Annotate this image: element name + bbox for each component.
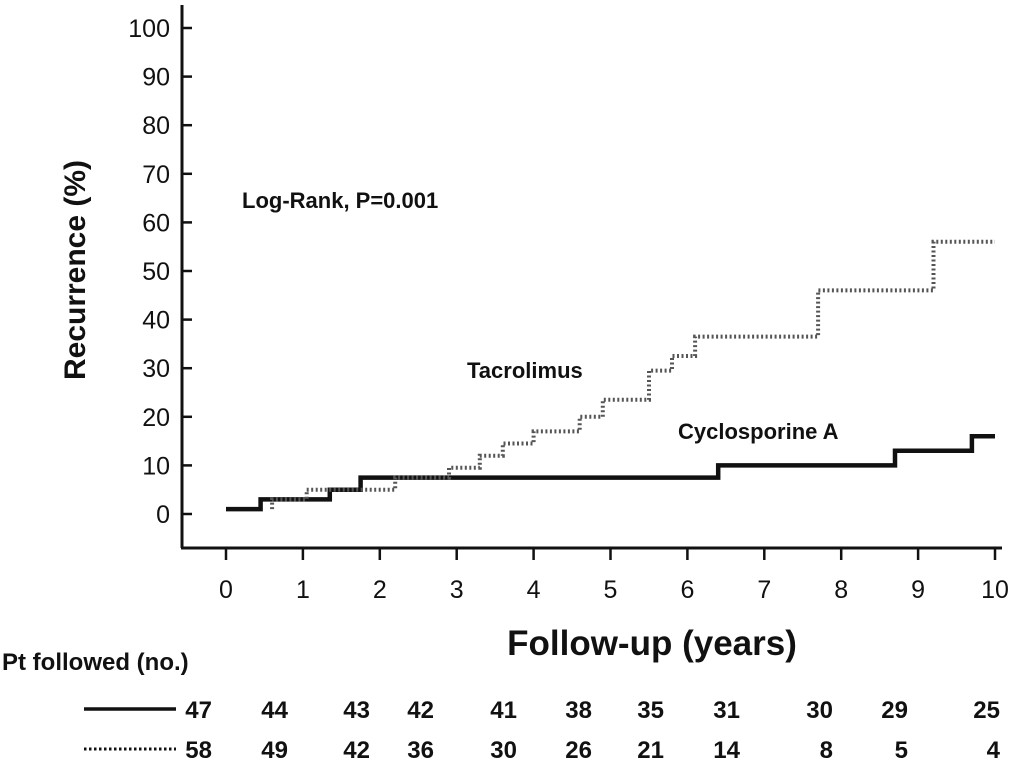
x-tick-label: 4: [527, 576, 541, 604]
y-tick-label: 50: [142, 258, 170, 286]
y-tick-label: 10: [142, 452, 170, 480]
risk-value: 8: [820, 737, 833, 764]
risk-value: 36: [407, 737, 434, 764]
y-tick-label: 0: [156, 501, 170, 529]
x-tick-label: 6: [680, 576, 694, 604]
risk-value: 42: [407, 697, 434, 724]
series-group: [226, 239, 995, 512]
series-label-tacrolimus: Tacrolimus: [467, 358, 583, 383]
x-tick-label: 8: [834, 576, 848, 604]
y-tick-label: 90: [142, 64, 170, 92]
x-tick-label: 7: [757, 576, 771, 604]
y-ticks: 0 10 20 30 40 50 60 70 80 90 100: [128, 15, 192, 529]
x-axis-title: Follow-up (years): [507, 624, 797, 663]
risk-value: 21: [637, 737, 664, 764]
log-rank-annotation: Log-Rank, P=0.001: [242, 188, 438, 213]
y-tick-label: 40: [142, 307, 170, 335]
x-tick-label: 1: [296, 576, 310, 604]
x-tick-label: 9: [911, 576, 925, 604]
risk-value: 31: [713, 697, 740, 724]
x-tick-label: 5: [604, 576, 618, 604]
axes: [180, 5, 1002, 550]
risk-value: 4: [987, 737, 1001, 764]
risk-value: 14: [713, 737, 740, 764]
y-tick-label: 80: [142, 112, 170, 140]
y-axis-title: Recurrence (%): [59, 160, 92, 380]
risk-value: 47: [185, 697, 212, 724]
risk-table: 47 44 43 42 41 38 35 31 30 29 25 58 49 42 36 30 26 21 14 8 5…: [84, 697, 1001, 764]
risk-value: 30: [806, 697, 833, 724]
risk-table-title: Pt followed (no.): [2, 649, 189, 676]
risk-value: 25: [973, 697, 1000, 724]
risk-value: 5: [895, 737, 908, 764]
risk-value: 43: [343, 697, 370, 724]
y-tick-label: 30: [142, 355, 170, 383]
risk-value: 49: [261, 737, 288, 764]
y-tick-label: 20: [142, 404, 170, 432]
series-line-tacrolimus: [270, 239, 995, 510]
risk-value: 38: [565, 697, 592, 724]
risk-value: 58: [185, 737, 212, 764]
risk-value: 29: [881, 697, 908, 724]
risk-value: 44: [261, 697, 288, 724]
risk-value: 42: [343, 737, 370, 764]
x-ticks: 0 1 2 3 4 5 6 7 8 9 10: [219, 548, 1009, 604]
series-line-cyclosporine-a: [226, 433, 995, 512]
risk-value: 26: [565, 737, 592, 764]
y-tick-label: 70: [142, 161, 170, 189]
x-tick-label: 0: [219, 576, 233, 604]
x-tick-label: 10: [981, 576, 1009, 604]
y-tick-label: 60: [142, 209, 170, 237]
risk-value: 41: [490, 697, 517, 724]
x-tick-label: 2: [373, 576, 387, 604]
risk-value: 30: [490, 737, 517, 764]
y-tick-label: 100: [128, 15, 170, 43]
series-label-cyclosporine: Cyclosporine A: [678, 419, 839, 444]
x-tick-label: 3: [450, 576, 464, 604]
risk-value: 35: [637, 697, 664, 724]
